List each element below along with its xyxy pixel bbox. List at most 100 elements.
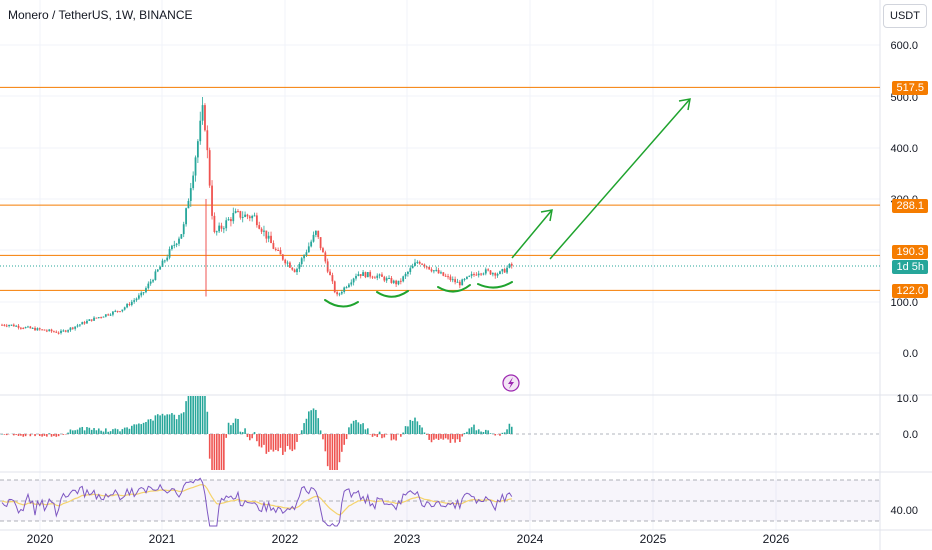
histogram xyxy=(1,396,513,470)
histogram-bar xyxy=(298,434,301,435)
price-axis[interactable]: 600.0 500.0 400.0 300.0 100.0 0.0 10.0 0… xyxy=(890,40,918,517)
histogram-bar xyxy=(114,428,117,434)
candle-body xyxy=(404,273,407,277)
candle-body xyxy=(340,291,343,294)
candle-body xyxy=(388,277,390,279)
level-label-288[interactable]: 288.1 xyxy=(892,199,928,213)
candle-body xyxy=(230,219,232,222)
histogram-bar xyxy=(367,428,369,434)
histogram-bar xyxy=(131,425,133,434)
candle-body xyxy=(333,281,336,293)
candle-body xyxy=(307,246,310,253)
histogram-bar xyxy=(213,434,216,470)
candle-body xyxy=(137,295,140,299)
candle-body xyxy=(159,266,162,270)
chart-title: Monero / TetherUS, 1W, BINANCE xyxy=(8,8,193,22)
candle-body xyxy=(329,271,331,276)
candle-body xyxy=(71,327,74,329)
level-label-517[interactable]: 517.5 xyxy=(892,81,928,95)
histogram-bar xyxy=(149,419,152,434)
histogram-bar xyxy=(234,418,237,434)
histogram-bar xyxy=(204,396,206,434)
histogram-bar xyxy=(244,428,246,434)
histogram-bar xyxy=(274,434,277,450)
histogram-bar xyxy=(100,430,102,434)
histogram-bar xyxy=(50,434,53,437)
histogram-bar xyxy=(72,430,74,434)
candle-body xyxy=(22,327,25,329)
histogram-bar xyxy=(376,434,379,438)
level-label-190[interactable]: 190.3 xyxy=(892,245,928,259)
histogram-bar xyxy=(508,423,511,434)
candle-body xyxy=(491,273,494,275)
curve-4 xyxy=(477,281,513,289)
histogram-bar xyxy=(15,434,17,435)
candle-body xyxy=(109,314,112,316)
candle-body xyxy=(8,325,10,327)
histogram-bar xyxy=(329,434,331,470)
candle-body xyxy=(255,215,258,226)
histogram-bar xyxy=(199,396,202,434)
time-axis[interactable]: 2020 2021 2022 2023 2024 2025 2026 xyxy=(27,532,790,546)
histogram-bar xyxy=(430,434,433,443)
candle-body xyxy=(355,275,357,279)
histogram-bar xyxy=(296,434,298,442)
candle-body xyxy=(69,327,72,331)
histogram-bar xyxy=(447,434,449,440)
level-label-122[interactable]: 122.0 xyxy=(892,284,928,298)
histogram-bar xyxy=(355,419,357,434)
candle-body xyxy=(477,273,480,276)
lightning-icon[interactable] xyxy=(502,374,520,392)
histogram-bar xyxy=(312,408,315,434)
arrow-long-line xyxy=(549,98,691,260)
candle-body xyxy=(470,274,473,276)
candle-body xyxy=(133,300,136,302)
candle-body xyxy=(119,311,121,313)
candle-body xyxy=(421,263,423,265)
candle-body xyxy=(508,263,511,268)
candle-body xyxy=(83,322,86,324)
histogram-bar xyxy=(485,429,487,434)
candle-body xyxy=(496,273,499,276)
candle-body xyxy=(319,237,322,249)
histogram-bar xyxy=(116,429,119,434)
candle-body xyxy=(244,214,246,217)
histogram-bar xyxy=(211,434,213,470)
candle-body xyxy=(463,278,466,280)
candle-body xyxy=(352,278,355,283)
candle-body xyxy=(265,230,268,239)
histogram-bar xyxy=(381,434,383,439)
histogram-bar xyxy=(17,434,20,436)
candle-body xyxy=(1,324,3,326)
histogram-bar xyxy=(239,431,242,434)
candle-body xyxy=(263,230,265,232)
histogram-bar xyxy=(253,432,256,434)
histogram-bar xyxy=(305,418,308,434)
histogram-bar xyxy=(93,428,95,434)
curve-1 xyxy=(324,299,359,308)
histogram-bar xyxy=(128,428,131,434)
histogram-bar xyxy=(256,434,258,442)
candle-body xyxy=(303,255,305,259)
histogram-bar xyxy=(451,434,454,440)
candle-body xyxy=(451,279,454,281)
histogram-bar xyxy=(74,430,76,434)
histogram-bar xyxy=(437,434,440,440)
histo-tick: 10.0 xyxy=(897,393,918,405)
candle-body xyxy=(286,262,289,264)
candle-body xyxy=(154,271,157,281)
candle-body xyxy=(196,141,199,158)
histogram-bar xyxy=(178,414,180,434)
horizontal-levels[interactable] xyxy=(0,86,880,291)
histogram-bar xyxy=(197,396,199,434)
histogram-bar xyxy=(227,422,230,434)
histogram-bar xyxy=(286,434,289,447)
candle-body xyxy=(357,274,360,276)
histogram-bar xyxy=(466,431,468,434)
histogram-bar xyxy=(359,424,362,434)
currency-button[interactable]: USDT xyxy=(883,4,927,28)
candle-body xyxy=(50,329,53,332)
histogram-bar xyxy=(48,433,50,434)
histogram-bar xyxy=(385,434,388,435)
